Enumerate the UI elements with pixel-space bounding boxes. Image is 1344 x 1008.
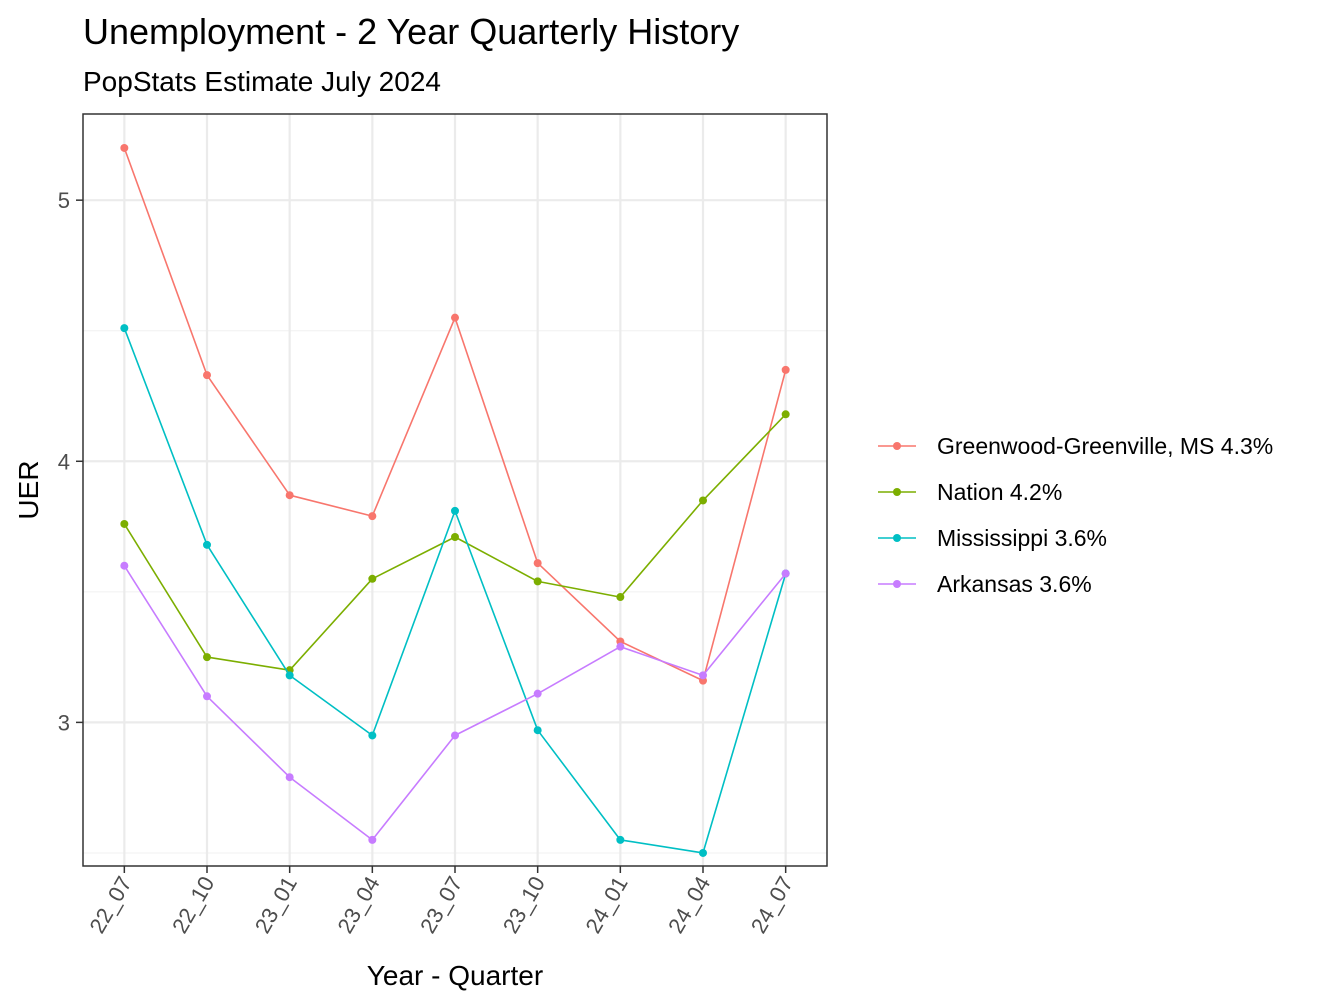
legend-item: Nation 4.2% [878,479,1062,505]
y-tick-label: 3 [58,710,70,735]
y-tick-label: 5 [58,188,70,213]
legend-label: Arkansas 3.6% [937,571,1092,597]
data-point [368,512,377,521]
y-axis-title: UER [13,460,44,519]
data-point [203,371,211,380]
data-point [120,143,129,152]
x-tick-label: 24_07 [746,872,798,937]
data-point [699,671,707,680]
series-4 [120,561,790,844]
data-point [616,593,625,602]
x-tick-label: 24_04 [663,872,715,937]
series-group [120,143,790,857]
x-tick-label: 23_10 [498,872,550,937]
legend-key-point [893,534,901,542]
data-point [533,577,542,586]
data-point [368,835,377,844]
legend-item: Greenwood-Greenville, MS 4.3% [878,433,1273,459]
data-point [533,726,542,735]
chart-subtitle: PopStats Estimate July 2024 [83,66,441,97]
data-point [120,561,129,570]
legend-item: Mississippi 3.6% [878,525,1107,551]
data-point [285,491,294,500]
x-tick-label: 24_01 [580,872,632,937]
data-point [285,671,294,680]
data-point [285,773,294,782]
chart-title: Unemployment - 2 Year Quarterly History [83,11,739,52]
data-point [781,569,790,578]
x-tick-label: 23_04 [332,872,384,937]
data-point [533,689,542,698]
data-point [781,410,790,419]
x-tick-label: 23_01 [250,872,302,937]
data-point [451,506,459,515]
data-point [203,540,211,549]
x-axis-title: Year - Quarter [367,960,543,991]
legend: Greenwood-Greenville, MS 4.3% Nation 4.2%… [878,433,1273,597]
legend-label: Greenwood-Greenville, MS 4.3% [937,433,1273,459]
data-point [699,848,707,857]
series-2 [120,410,790,675]
data-point [451,313,459,322]
legend-item: Arkansas 3.6% [878,571,1092,597]
data-point [120,519,129,528]
data-point [203,692,211,701]
x-tick-label: 23_07 [415,872,467,937]
grid [83,114,827,866]
legend-key-point [893,580,901,588]
data-point [781,365,790,374]
x-tick-label: 22_10 [167,872,219,937]
y-tick-label: 4 [58,449,70,474]
data-point [451,533,459,541]
data-point [203,653,211,662]
data-point [451,731,459,740]
legend-label: Mississippi 3.6% [937,525,1107,551]
data-point [368,574,377,583]
legend-key-point [893,488,901,496]
data-point [699,496,707,505]
legend-label: Nation 4.2% [937,479,1062,505]
data-point [616,835,625,844]
data-point [533,559,542,568]
data-point [368,731,377,740]
data-point [120,324,129,333]
data-point [616,642,625,651]
x-tick-label: 22_07 [84,872,136,937]
legend-key-point [893,442,901,450]
